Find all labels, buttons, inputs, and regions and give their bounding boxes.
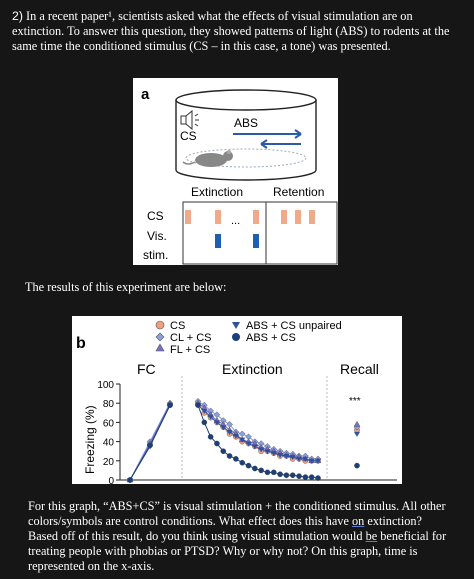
question-paragraph: For this graph, “ABS+CS” is visual stimu… — [28, 499, 448, 574]
extinction-line — [197, 402, 318, 462]
series-4 — [127, 402, 360, 483]
data-point — [270, 451, 277, 457]
y-tick-label: 60 — [103, 418, 115, 429]
data-point — [232, 433, 239, 439]
data-point — [245, 462, 252, 469]
cylinder-label-cs: CS — [180, 129, 197, 143]
row-label-cs: CS — [147, 209, 164, 223]
data-point — [195, 402, 201, 408]
y-axis: 0 20 40 60 80 100 — [97, 376, 397, 487]
data-point — [315, 458, 321, 464]
intro-paragraph: 2) In a recent paper¹, scientists asked … — [12, 9, 467, 54]
data-point — [245, 441, 252, 447]
data-point — [226, 430, 233, 435]
data-point — [207, 414, 214, 420]
series-2 — [126, 399, 361, 483]
legend-abs-unpaired: ABS + CS unpaired — [246, 320, 342, 332]
phase-retention-label: Retention — [273, 185, 324, 199]
data-point — [239, 437, 246, 443]
significance-marker: *** — [349, 396, 361, 407]
rotation-arrows-icon — [233, 129, 302, 149]
chart-legend: CS CL + CS FL + CS ABS + CS unpaired ABS… — [155, 320, 342, 356]
data-point — [252, 465, 258, 472]
row-label-stim: stim. — [143, 248, 168, 262]
data-point — [302, 456, 309, 462]
figure-a-panel-label: a — [141, 86, 150, 103]
data-point — [213, 420, 220, 426]
mouse-icon — [182, 150, 233, 167]
figure-a: a CS ABS Extincti — [133, 78, 338, 265]
data-point — [233, 456, 239, 462]
figure-b: b CS CL + CS FL + CS ABS + CS unpaired A… — [72, 316, 402, 487]
section-label-fc: FC — [137, 361, 156, 377]
data-point — [283, 454, 290, 459]
data-point — [238, 430, 246, 438]
data-point — [127, 477, 133, 483]
row-label-vis: Vis. — [147, 229, 167, 243]
data-point — [258, 467, 264, 474]
ellipsis-label: ... — [231, 215, 240, 227]
legend-abs-cs: ABS + CS — [246, 332, 296, 344]
section-label-recall: Recall — [340, 361, 379, 377]
vis-stim-blocks — [215, 234, 259, 248]
section-label-extinction: Extinction — [222, 361, 283, 377]
speaker-icon — [180, 109, 199, 131]
y-tick-label: 100 — [97, 380, 114, 391]
results-label: The results of this experiment are below… — [25, 280, 227, 294]
data-point — [270, 469, 277, 476]
data-point — [308, 474, 315, 480]
figure-b-panel-label: b — [76, 335, 86, 352]
y-tick-label: 40 — [103, 438, 115, 449]
data-point — [220, 448, 227, 454]
data-point — [302, 474, 309, 480]
data-point — [201, 419, 208, 426]
data-point — [353, 420, 361, 427]
y-axis-label: Freezing (%) — [83, 405, 97, 474]
cylinder-arena — [175, 89, 317, 181]
question-text-3: beneficial for treating people with phob… — [28, 529, 447, 573]
data-point — [277, 453, 284, 459]
y-tick-label: 20 — [103, 457, 115, 468]
extinction-line — [197, 400, 318, 460]
question-underline-be: be — [365, 529, 378, 543]
data-point — [354, 462, 360, 469]
extinction-line — [197, 402, 318, 462]
question-text-1: For this graph, “ABS+CS” is visual stimu… — [28, 499, 446, 528]
data-point — [201, 408, 208, 414]
question-number: 2) — [12, 9, 23, 23]
data-point — [264, 469, 271, 476]
data-point — [147, 442, 153, 449]
data-point — [354, 431, 360, 437]
y-tick-label: 80 — [103, 399, 115, 410]
data-point — [214, 440, 220, 447]
data-point — [226, 453, 233, 459]
legend-cs: CS — [170, 320, 185, 332]
data-point — [296, 473, 302, 479]
data-point — [251, 444, 258, 450]
cs-blocks — [185, 210, 315, 224]
data-point — [239, 459, 246, 466]
data-point — [289, 472, 296, 478]
data-point — [315, 475, 321, 481]
data-point — [207, 434, 214, 440]
phase-extinction-label: Extinction — [191, 185, 243, 199]
plot-area — [126, 397, 361, 484]
question-underline-on: on — [351, 514, 365, 528]
data-point — [289, 454, 296, 460]
legend-cl-cs: CL + CS — [170, 332, 211, 344]
question-text-2: extinction? Based off of this result, do… — [28, 514, 422, 543]
data-point — [283, 472, 290, 478]
data-point — [308, 458, 315, 464]
data-point — [167, 402, 173, 408]
legend-fl-cs: FL + CS — [170, 344, 210, 356]
data-point — [296, 456, 303, 462]
y-tick-label: 0 — [108, 476, 114, 484]
data-point — [277, 471, 283, 478]
intro-text: In a recent paper¹, scientists asked wha… — [12, 9, 450, 53]
cylinder-label-abs: ABS — [234, 116, 258, 130]
data-point — [264, 449, 271, 455]
data-point — [258, 447, 265, 453]
data-point — [220, 425, 227, 431]
